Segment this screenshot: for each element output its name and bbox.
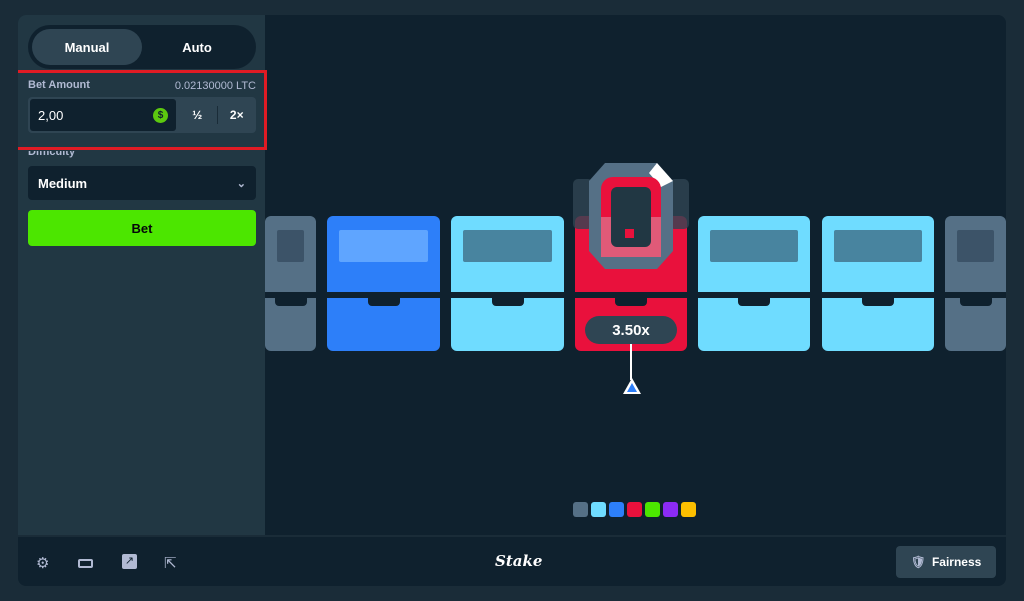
chest[interactable] — [698, 216, 810, 351]
mode-toggle: Manual Auto — [28, 25, 256, 69]
popout-icon[interactable]: ⇱ — [164, 555, 177, 572]
sidebar: Manual Auto Bet Amount 0.02130000 LTC 2,… — [18, 15, 267, 535]
shield-check-icon: 🛡 — [910, 555, 926, 569]
stake-logo: Stake — [495, 552, 543, 570]
bet-amount-row: 2,00 $ ½ 2× — [28, 97, 256, 133]
multiplier-badge: 3.50x — [585, 316, 677, 344]
difficulty-select[interactable]: Medium ⌄ — [28, 166, 256, 200]
pointer-triangle-icon — [623, 378, 641, 394]
chest[interactable] — [945, 216, 1006, 351]
bet-amount-input[interactable]: 2,00 $ — [30, 99, 176, 131]
color-swatch — [681, 502, 696, 517]
bet-amount-label: Bet Amount — [28, 79, 90, 91]
chest[interactable] — [822, 216, 934, 351]
chest[interactable] — [265, 216, 316, 351]
highlight-box — [18, 70, 267, 150]
theatre-mode-icon[interactable] — [78, 559, 93, 568]
color-swatch — [627, 502, 642, 517]
currency-icon: $ — [153, 107, 168, 123]
fairness-button[interactable]: 🛡 Fairness — [896, 546, 996, 578]
color-swatch — [609, 502, 624, 517]
chest[interactable] — [451, 216, 564, 351]
tab-auto[interactable]: Auto — [182, 39, 212, 55]
color-swatch — [663, 502, 678, 517]
fairness-label: Fairness — [931, 555, 982, 569]
pointer-line — [630, 344, 632, 380]
chest[interactable] — [327, 216, 440, 351]
settings-icon[interactable]: ⚙ — [36, 555, 50, 572]
double-button[interactable]: 2× — [229, 108, 244, 122]
balance-value: 0.02130000 LTC — [174, 80, 256, 92]
color-legend — [573, 502, 696, 517]
divider — [216, 106, 218, 124]
color-swatch — [591, 502, 606, 517]
bet-button[interactable]: Bet — [28, 210, 256, 246]
bet-amount-value: 2,00 — [38, 107, 64, 123]
footer-bar: ⚙ ↗ ⇱ Stake 🛡 Fairness — [18, 535, 1006, 586]
difficulty-label: Difficulty — [28, 146, 76, 158]
half-button[interactable]: ½ — [192, 108, 203, 122]
difficulty-value: Medium — [38, 175, 88, 191]
tab-manual[interactable]: Manual — [32, 29, 142, 65]
game-panel: Manual Auto Bet Amount 0.02130000 LTC 2,… — [18, 15, 1006, 586]
color-swatch — [573, 502, 588, 517]
gem-icon — [573, 163, 689, 269]
color-swatch — [645, 502, 660, 517]
chevron-down-icon: ⌄ — [236, 177, 246, 190]
stats-icon[interactable]: ↗ — [122, 554, 137, 569]
